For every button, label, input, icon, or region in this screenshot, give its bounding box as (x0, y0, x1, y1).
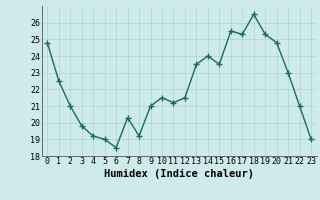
X-axis label: Humidex (Indice chaleur): Humidex (Indice chaleur) (104, 169, 254, 179)
